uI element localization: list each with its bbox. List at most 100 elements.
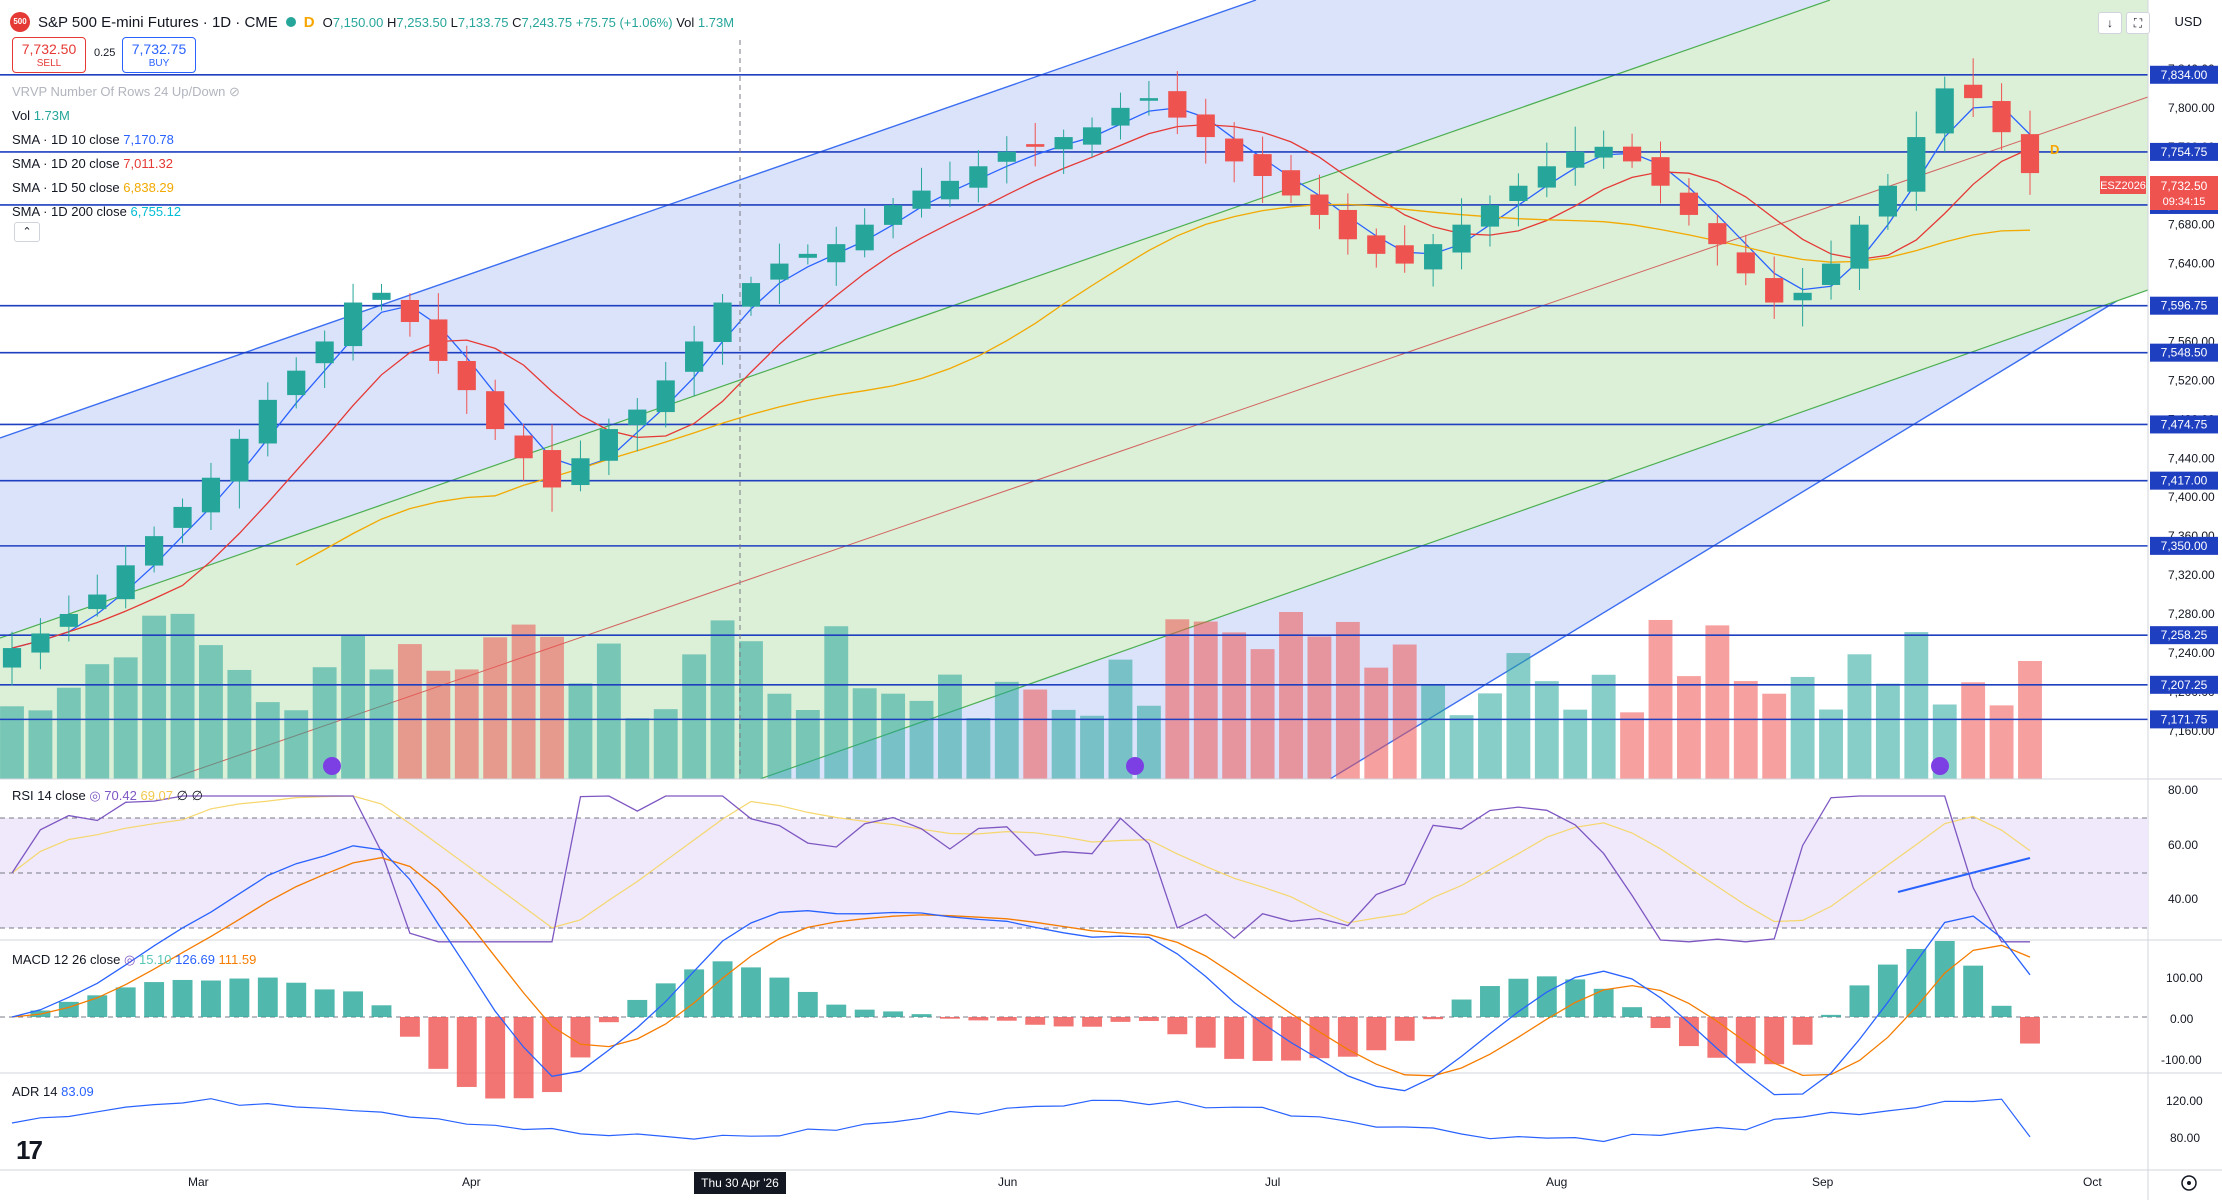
volume-bar	[1193, 621, 1218, 779]
price-pane[interactable]: D	[0, 0, 2148, 1170]
candle-body	[685, 341, 704, 372]
volume-bar	[625, 718, 650, 779]
volume-bar	[1733, 681, 1758, 779]
currency-label[interactable]: USD	[2174, 14, 2202, 29]
outer-channel-upper-line	[0, 0, 1257, 439]
dividend-badge[interactable]: D	[2050, 142, 2059, 157]
vol-legend[interactable]: Vol 1.73M	[12, 108, 70, 123]
macd-hist-bar	[741, 967, 761, 1017]
outer-channel-lower-line	[1329, 281, 2148, 779]
volume-bar	[966, 718, 991, 779]
candle-body	[1765, 278, 1784, 303]
volume-bar	[653, 709, 678, 779]
volume-bar	[142, 615, 167, 779]
macd-signal-line	[11, 857, 2031, 1077]
hidden-eye-icon[interactable]: ⊘	[229, 84, 240, 99]
volume-bar	[113, 657, 138, 779]
macd-title[interactable]: MACD 12 26 close ◎ 15.10 126.69 111.59	[12, 952, 257, 967]
sma200-legend[interactable]: SMA · 1D 200 close 6,755.12	[12, 204, 182, 219]
volume-bar	[255, 702, 280, 779]
candle-body	[1992, 101, 2011, 133]
macd-hist-bar	[1963, 965, 1984, 1017]
price-level-tag	[2150, 415, 2218, 434]
vrvp-legend[interactable]: VRVP Number Of Rows 24 Up/Down ⊘	[12, 84, 240, 99]
macd-hist-bar	[456, 1017, 477, 1087]
settings-gear-icon[interactable]	[2181, 1175, 2197, 1191]
event-marker-icon[interactable]	[1126, 757, 1144, 775]
candle-body	[1935, 88, 1954, 134]
volume-bar	[540, 636, 564, 779]
download-icon[interactable]: ↓	[2098, 12, 2122, 34]
svg-text:80.00: 80.00	[2170, 1131, 2200, 1145]
price-tick-label: 7,280.00	[2168, 607, 2215, 621]
volume-bar	[710, 620, 735, 779]
volume-bar	[1989, 705, 2014, 779]
candle-body	[2, 648, 22, 668]
rsi-trendline	[1897, 857, 2031, 893]
macd-hist-bar	[343, 991, 364, 1017]
dividend-icon[interactable]: D	[303, 13, 315, 31]
event-marker-icon[interactable]	[1931, 757, 1949, 775]
sma20-legend[interactable]: SMA · 1D 20 close 7,011.32	[12, 156, 173, 171]
candle-body	[400, 299, 420, 322]
volume-bar	[1506, 653, 1531, 779]
fullscreen-icon[interactable]: ⛶	[2126, 12, 2150, 34]
last-price-tag: 7,732.50 09:34:15 ESZ2026	[2100, 176, 2218, 210]
adr-pane[interactable]	[11, 1098, 2031, 1143]
candle-body	[1168, 91, 1187, 118]
tradingview-logo[interactable]: 17	[16, 1135, 43, 1165]
volume-bar	[852, 688, 877, 779]
rsi-settings-icon[interactable]: ◎	[89, 788, 101, 803]
volume-bar	[1449, 715, 1474, 779]
buy-button[interactable]: 7,732.75 BUY	[122, 37, 196, 73]
time-axis[interactable]: Mar Apr Thu 30 Apr '26 Jun Jul Aug Sep O…	[188, 1172, 2102, 1194]
macd-hist-bar	[1991, 1005, 2012, 1017]
volume-bar	[85, 664, 110, 779]
sell-button[interactable]: 7,732.50 SELL	[12, 37, 86, 73]
sma50-legend[interactable]: SMA · 1D 50 close 6,838.29	[12, 180, 174, 195]
volume-bar	[824, 626, 849, 779]
macd-hist-bar	[1877, 964, 1898, 1017]
candle-body	[1452, 224, 1471, 253]
candle-body	[1082, 127, 1102, 145]
volume-bar	[1676, 676, 1701, 779]
macd-hist-bar	[542, 1017, 562, 1093]
macd-hist-bar	[712, 961, 733, 1017]
symbol-title[interactable]: S&P 500 E-mini Futures · 1D · CME	[38, 13, 278, 31]
volume-bar	[1421, 684, 1446, 779]
level-price-tags: 7,834.007,754.757,700.257,596.757,548.50…	[2150, 65, 2218, 729]
volume-bar	[1136, 705, 1161, 779]
rsi-pane[interactable]	[0, 795, 2148, 943]
candle-body	[1026, 144, 1045, 147]
macd-hist-bar	[1167, 1017, 1188, 1035]
sma10-legend[interactable]: SMA · 1D 10 close 7,170.78	[12, 132, 174, 147]
macd-hist-bar	[1536, 976, 1557, 1017]
candle-body	[741, 283, 761, 307]
macd-hist-bar	[1281, 1017, 1301, 1061]
candle-body	[457, 361, 476, 391]
macd-hist-bar	[570, 1017, 591, 1058]
volume-bar	[56, 687, 81, 779]
macd-hist-bar	[1252, 1017, 1273, 1061]
macd-hist-bar	[1678, 1017, 1699, 1047]
candle-body	[1622, 146, 1642, 162]
symbol-logo[interactable]: 500	[10, 12, 30, 32]
price-tick-label: 7,520.00	[2168, 373, 2215, 387]
candle-body	[1878, 185, 1897, 217]
macd-hist-bar	[428, 1017, 449, 1069]
adr-title[interactable]: ADR 14 83.09	[12, 1084, 94, 1099]
macd-pane[interactable]	[0, 845, 2148, 1099]
event-marker-icon[interactable]	[323, 757, 341, 775]
price-level-label: 7,754.75	[2161, 145, 2208, 159]
rsi-title[interactable]: RSI 14 close ◎ 70.42 69.07 ∅ ∅	[12, 788, 203, 803]
volume-bar	[1165, 619, 1190, 779]
price-level-tag	[2150, 142, 2218, 161]
volume-bar	[1478, 693, 1502, 779]
collapse-legend-button[interactable]: ⌃	[14, 222, 40, 242]
macd-hist-bar	[1394, 1017, 1415, 1041]
volume-bar	[1563, 709, 1588, 779]
volume-bar	[0, 706, 24, 779]
macd-settings-icon[interactable]: ◎	[124, 952, 136, 967]
